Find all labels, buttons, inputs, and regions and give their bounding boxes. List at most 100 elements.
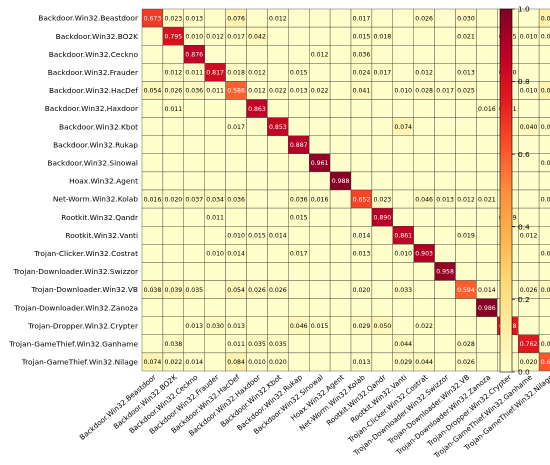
- heatmap-cell: [329, 298, 352, 317]
- cell-value-label: 0.022: [164, 359, 182, 366]
- heatmap-cell: [413, 26, 435, 46]
- heatmap-cell: [204, 352, 226, 372]
- cell-value-label: 0.014: [478, 287, 496, 294]
- heatmap-cell: [413, 262, 435, 281]
- heatmap-cell: [162, 135, 184, 154]
- heatmap-cell: [455, 298, 477, 317]
- heatmap-cell: [518, 316, 540, 336]
- cell-value-label: 0.026: [269, 287, 287, 294]
- y-tick-label: Backdoor.Win32.Rukap: [53, 140, 138, 149]
- heatmap-cell: [518, 244, 540, 263]
- cell-value-label: 0.015: [290, 70, 308, 77]
- cell-value-label: 0.023: [164, 15, 182, 22]
- y-tick-label: Trojan-Downloader.Win32.VB: [30, 285, 138, 294]
- heatmap-cell: [162, 316, 184, 336]
- cell-value-label: 0.028: [415, 88, 433, 95]
- heatmap-cell: [371, 262, 393, 281]
- cell-value-label: 0.015: [248, 232, 266, 239]
- cell-value-label: 0.890: [373, 214, 391, 221]
- heatmap-cell: [225, 171, 247, 191]
- heatmap-cell: [267, 45, 289, 64]
- heatmap-cell: [413, 207, 435, 227]
- cell-value-label: 0.046: [415, 196, 433, 203]
- heatmap-cell: [204, 225, 226, 245]
- heatmap-cell: [476, 117, 498, 136]
- cell-value-label: 0.017: [227, 33, 245, 40]
- heatmap-cell: [329, 99, 352, 118]
- heatmap-cell: [162, 207, 184, 227]
- heatmap-cell: [329, 135, 352, 154]
- y-tick-label: Trojan-Downloader.Win32.Zanoza: [13, 303, 138, 312]
- heatmap-cell: [288, 153, 310, 173]
- heatmap-cell: [329, 8, 352, 28]
- cell-value-label: 0.036: [227, 196, 245, 203]
- heatmap-cell: [141, 117, 164, 136]
- heatmap-cell: [476, 244, 498, 263]
- heatmap-cell: [371, 352, 393, 372]
- cell-value-label: 0.011: [227, 341, 245, 348]
- cell-value-label: 0.038: [144, 287, 162, 294]
- cell-value-label: 0.019: [457, 232, 475, 239]
- heatmap-cell: [204, 262, 226, 281]
- cell-value-label: 0.036: [185, 88, 203, 95]
- y-tick-label: Trojan-Clicker.Win32.Costrat: [33, 249, 138, 258]
- cell-value-label: 0.041: [353, 88, 371, 95]
- heatmap-cell: [371, 135, 393, 154]
- cell-value-label: 0.035: [269, 341, 287, 348]
- heatmap-cell: [392, 316, 414, 336]
- cell-value-label: 0.046: [290, 323, 308, 330]
- cell-value-label: 0.020: [353, 287, 371, 294]
- cell-value-label: 0.050: [373, 323, 391, 330]
- cell-value-label: 0.594: [457, 287, 475, 294]
- cell-value-label: 0.035: [248, 341, 266, 348]
- cell-value-label: 0.586: [227, 88, 245, 95]
- heatmap-cell: [183, 334, 205, 354]
- cell-value-label: 0.012: [206, 33, 224, 40]
- cell-value-label: 0.013: [290, 88, 308, 95]
- y-tick-label: Backdoor.Win32.Ceckno: [49, 50, 139, 59]
- heatmap-cell: [162, 244, 184, 263]
- cell-value-label: 0.035: [185, 287, 203, 294]
- y-tick-label: Rootkit.Win32.Qandr: [61, 213, 139, 222]
- y-tick-label: Trojan-GameThief.Win32.Nilage: [21, 358, 139, 367]
- heatmap-cell: [455, 117, 477, 136]
- y-tick-label: Net-Worm.Win32.Kolab: [53, 195, 138, 204]
- y-tick-label: Backdoor.Win32.BO2K: [56, 32, 138, 41]
- heatmap-cell: [288, 352, 310, 372]
- heatmap-cell: [329, 207, 352, 227]
- heatmap-cell: [538, 45, 550, 64]
- heatmap-cell: [413, 135, 435, 154]
- heatmap-cell: [246, 45, 268, 64]
- cell-value-label: 0.013: [436, 196, 454, 203]
- cell-value-label: 0.022: [311, 88, 329, 95]
- cell-value-label: 0.026: [415, 15, 433, 22]
- cell-value-label: 0.014: [185, 359, 203, 366]
- cell-value-label: 0.010: [541, 160, 550, 167]
- colorbar-tick-label: 0.0: [518, 368, 530, 377]
- heatmap-cell: [371, 334, 393, 354]
- cell-value-label: 0.652: [353, 196, 371, 203]
- cell-value-label: 0.029: [394, 359, 412, 366]
- heatmap-cell: [162, 153, 184, 173]
- cell-value-label: 0.010: [227, 232, 245, 239]
- y-tick-label: Backdoor.Win32.Kbot: [59, 122, 138, 131]
- cell-value-label: 0.011: [206, 88, 224, 95]
- heatmap-cell: [162, 171, 184, 191]
- heatmap-cell: [267, 63, 289, 82]
- heatmap-cell: [350, 262, 373, 281]
- cell-value-label: 0.024: [541, 196, 550, 203]
- cell-value-label: 0.986: [478, 305, 496, 312]
- heatmap-cell: [371, 280, 393, 299]
- cell-value-label: 0.013: [457, 70, 475, 77]
- cell-value-label: 0.988: [332, 178, 350, 185]
- cell-value-label: 0.010: [185, 33, 203, 40]
- heatmap-cell: [455, 262, 477, 281]
- heatmap-cell: [204, 117, 226, 136]
- heatmap-cell: [288, 298, 310, 317]
- cell-value-label: 0.012: [248, 70, 266, 77]
- cell-value-label: 0.038: [164, 341, 182, 348]
- heatmap-cell: [288, 99, 310, 118]
- cell-value-label: 0.017: [436, 88, 454, 95]
- cell-value-label: 0.079: [541, 88, 550, 95]
- heatmap-cell: [392, 63, 414, 82]
